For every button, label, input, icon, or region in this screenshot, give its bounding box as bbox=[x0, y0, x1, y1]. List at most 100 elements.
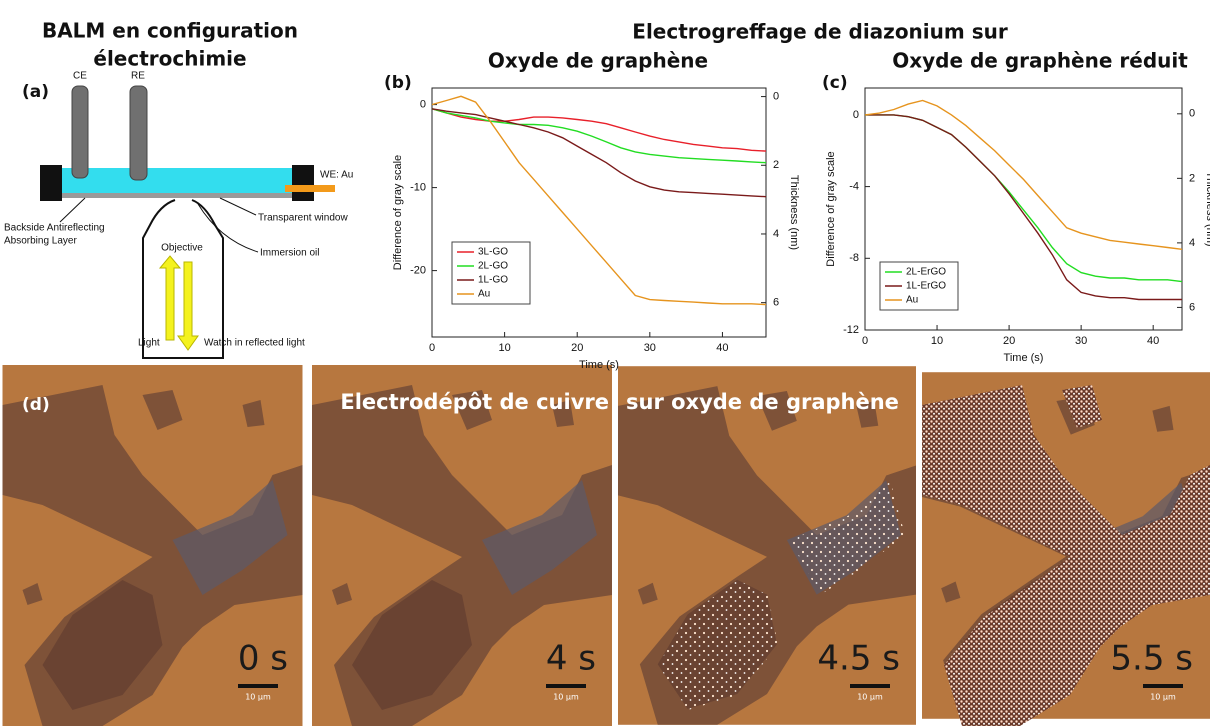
holder bbox=[292, 165, 314, 201]
y2-tick-label: 2 bbox=[773, 159, 779, 171]
counter-electrode bbox=[71, 85, 89, 179]
y2-axis-label: Thickness (nm) bbox=[788, 175, 800, 250]
plot-frame bbox=[431, 87, 767, 338]
copper-deposit bbox=[1062, 385, 1102, 428]
copper-deposit bbox=[790, 480, 905, 595]
panel-title: électrochimie bbox=[93, 47, 246, 71]
y2-tick-label: 4 bbox=[1189, 237, 1195, 249]
reference-electrode bbox=[129, 85, 148, 181]
legend-label: 2L-GO bbox=[478, 261, 508, 272]
substrate bbox=[62, 193, 292, 198]
y2-axis-label: Thickness (nm) bbox=[1204, 171, 1210, 246]
panel-label: (a) bbox=[22, 82, 49, 102]
x-tick-label: 20 bbox=[571, 342, 583, 354]
arrow-up bbox=[158, 255, 182, 341]
label: Absorbing Layer bbox=[4, 236, 77, 247]
x-tick-label: 20 bbox=[1003, 335, 1015, 347]
frame-labels: 0 s 10 µm 4 s 10 µm 4.5 s 10 µm 5.5 s 10 µm bbox=[238, 639, 1193, 702]
panel-label: (d) bbox=[22, 395, 50, 415]
legend-label: 1L-GO bbox=[478, 275, 508, 286]
label: CE bbox=[73, 71, 87, 82]
leader bbox=[219, 197, 257, 216]
caption: sur oxyde de graphène bbox=[626, 390, 899, 414]
panel-title: BALM en configuration bbox=[42, 19, 298, 43]
y-tick-label: -8 bbox=[849, 252, 859, 264]
scale-label: 10 µm bbox=[553, 693, 579, 702]
y2-tick-label: 6 bbox=[773, 297, 779, 309]
scale-label: 10 µm bbox=[245, 693, 271, 702]
scale-label: 10 µm bbox=[1150, 693, 1176, 702]
plot-frame bbox=[864, 87, 1183, 331]
legend-label: 1L-ErGO bbox=[906, 281, 946, 292]
data-line bbox=[865, 114, 1182, 283]
y-tick-label: 0 bbox=[420, 99, 426, 111]
panel-label: (c) bbox=[822, 73, 848, 93]
y-tick-label: -4 bbox=[849, 180, 859, 192]
x-tick-label: 0 bbox=[862, 335, 868, 347]
chart-title: Oxyde de graphène bbox=[488, 49, 708, 73]
caption: Electrodépôt de cuivre bbox=[340, 390, 609, 414]
time-label: 4 s bbox=[546, 639, 596, 679]
working-electrode bbox=[285, 185, 335, 192]
objective bbox=[142, 199, 224, 359]
y2-tick-label: 0 bbox=[1189, 108, 1195, 120]
chart-title: Oxyde de graphène réduit bbox=[892, 49, 1188, 73]
legend-label: 2L-ErGO bbox=[906, 267, 946, 278]
time-label: 0 s bbox=[238, 639, 288, 679]
legend-label: 3L-GO bbox=[478, 247, 508, 258]
data-line bbox=[865, 99, 1182, 250]
time-label: 4.5 s bbox=[817, 639, 900, 679]
label: Objective bbox=[161, 243, 203, 254]
x-axis-label: Time (s) bbox=[1004, 352, 1044, 364]
label: Watch in reflected light bbox=[204, 338, 305, 349]
label: Immersion oil bbox=[260, 248, 319, 259]
x-tick-label: 10 bbox=[931, 335, 943, 347]
y2-tick-label: 4 bbox=[773, 228, 779, 240]
label: Backside Antireflecting bbox=[4, 223, 105, 234]
x-tick-label: 10 bbox=[498, 342, 510, 354]
y-axis-label: Difference of gray scale bbox=[392, 155, 404, 270]
data-line bbox=[432, 95, 766, 306]
y-tick-label: 0 bbox=[853, 109, 859, 121]
holder bbox=[40, 165, 62, 201]
x-tick-label: 40 bbox=[716, 342, 728, 354]
scale-bar bbox=[1143, 684, 1183, 688]
y2-tick-label: 6 bbox=[1189, 301, 1195, 313]
label: RE bbox=[131, 71, 145, 82]
legend-label: Au bbox=[906, 295, 918, 306]
label: Light bbox=[138, 338, 160, 349]
x-tick-label: 40 bbox=[1147, 335, 1159, 347]
y2-tick-label: 2 bbox=[1189, 172, 1195, 184]
y-tick-label: -20 bbox=[410, 265, 426, 277]
series-group bbox=[432, 95, 766, 306]
header: Electrogreffage de diazonium sur bbox=[632, 20, 1008, 44]
scale-label: 10 µm bbox=[857, 693, 883, 702]
label: WE: Au bbox=[320, 170, 353, 181]
data-line bbox=[432, 108, 766, 164]
x-tick-label: 0 bbox=[429, 342, 435, 354]
copper-deposit bbox=[658, 580, 778, 710]
scale-bar bbox=[850, 684, 890, 688]
x-tick-label: 30 bbox=[1075, 335, 1087, 347]
electrolyte bbox=[62, 168, 292, 193]
scale-bar bbox=[238, 684, 278, 688]
leader bbox=[59, 197, 86, 223]
scale-bar bbox=[546, 684, 586, 688]
y-axis-label: Difference of gray scale bbox=[825, 151, 837, 266]
y2-tick-label: 0 bbox=[773, 90, 779, 102]
copper-deposit bbox=[922, 385, 1210, 726]
label: Transparent window bbox=[258, 213, 348, 224]
time-label: 5.5 s bbox=[1110, 639, 1193, 679]
legend-label: Au bbox=[478, 289, 490, 300]
y-tick-label: -12 bbox=[843, 324, 859, 336]
x-tick-label: 30 bbox=[644, 342, 656, 354]
panel-label: (b) bbox=[384, 73, 412, 93]
data-line bbox=[865, 114, 1182, 301]
series-group bbox=[865, 99, 1182, 301]
arrow-down bbox=[177, 261, 199, 351]
leader bbox=[197, 203, 259, 253]
data-line bbox=[432, 108, 766, 152]
x-axis-label: Time (s) bbox=[579, 359, 619, 371]
